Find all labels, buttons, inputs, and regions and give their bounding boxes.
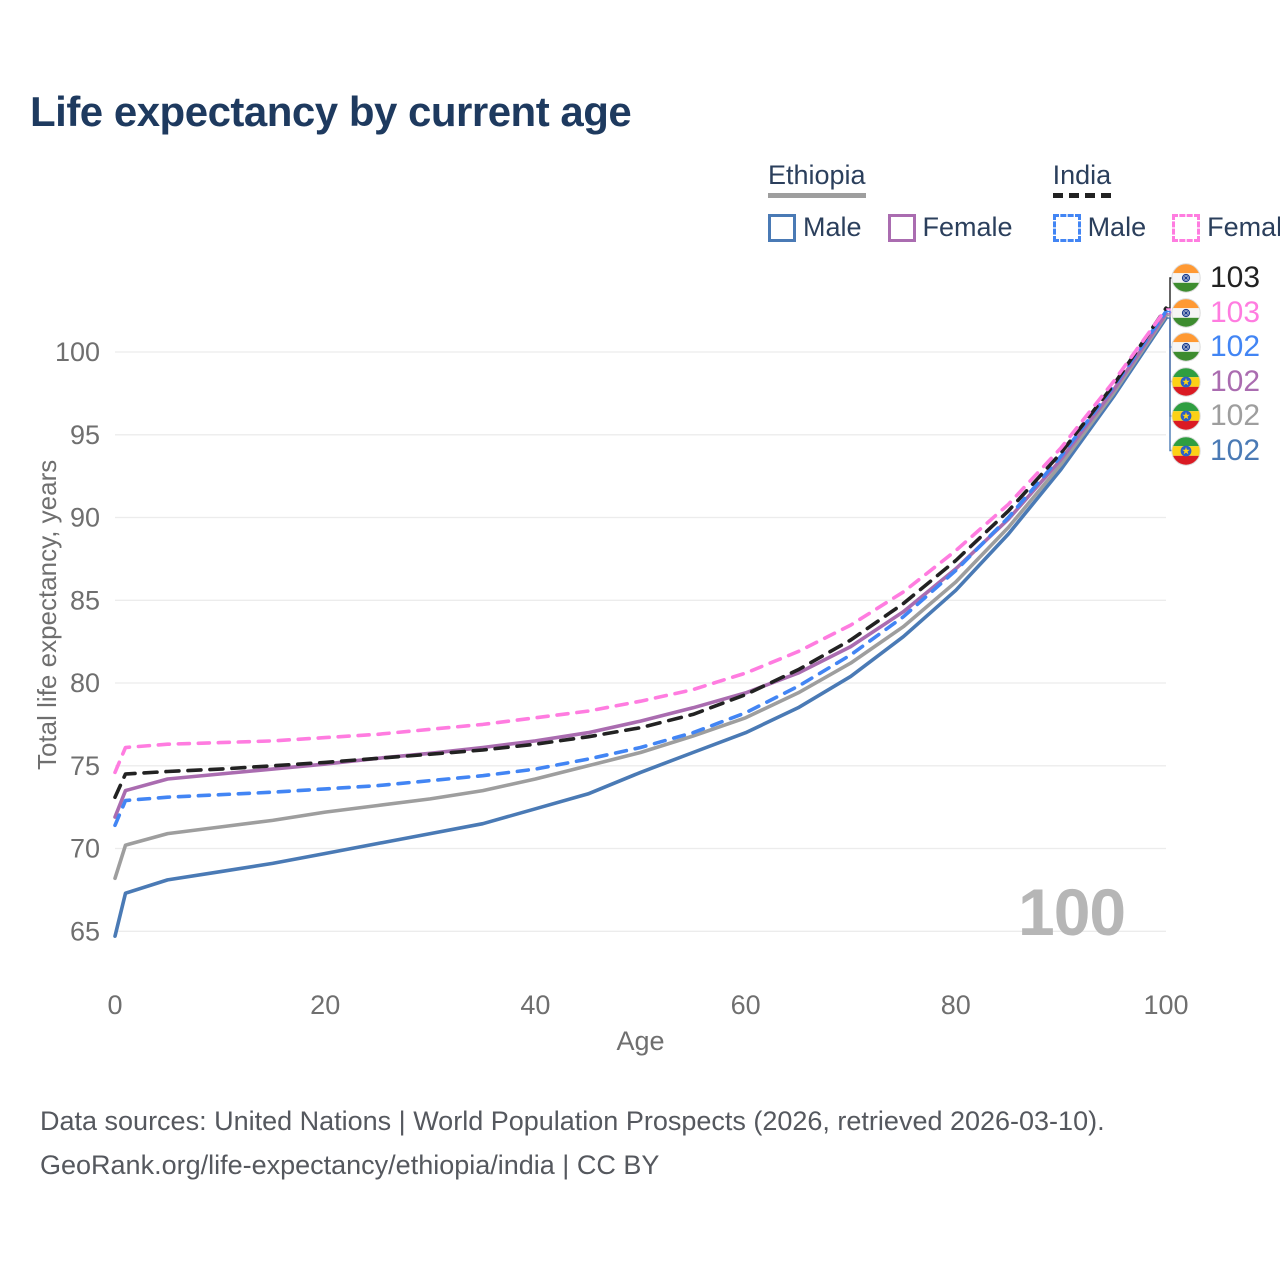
age-counter-watermark: 100 — [1018, 875, 1126, 949]
india-male-swatch-icon — [1052, 213, 1081, 242]
x-tick-60: 60 — [731, 990, 761, 1020]
axis-tick-labels: 65 70 75 80 85 90 95 100 0 20 40 60 80 100 — [55, 337, 1189, 1020]
series-line-india-male[interactable] — [113, 309, 1168, 828]
end-label-ethiopia-male: 102 — [1171, 433, 1261, 467]
y-tick-85: 85 — [70, 585, 100, 615]
x-tick-80: 80 — [941, 990, 971, 1020]
ethiopia-flag-icon — [1171, 401, 1201, 431]
india-flag-icon — [1171, 332, 1201, 362]
y-tick-70: 70 — [70, 834, 100, 864]
legend-header-ethiopia-label: Ethiopia — [768, 160, 866, 190]
end-label-value: 102 — [1210, 433, 1261, 467]
end-label-value: 102 — [1210, 364, 1261, 398]
legend-item-ethiopia-male[interactable]: Male — [768, 212, 862, 243]
footer: Data sources: United Nations | World Pop… — [40, 1106, 1105, 1194]
legend-group-india: India Male Female — [1052, 160, 1280, 243]
legend-item-ethiopia-female[interactable]: Female — [887, 212, 1013, 243]
legend-item-label: Male — [1087, 212, 1147, 242]
end-label-ethiopia-female: 102 — [1171, 364, 1261, 398]
legend-header-ethiopia[interactable]: Ethiopia — [768, 160, 866, 203]
legend-item-label: Female — [922, 212, 1013, 242]
page-title: Life expectancy by current age — [30, 88, 632, 135]
ethiopia-line-style-sample — [768, 193, 866, 198]
end-label-ethiopia-total: 102 — [1171, 401, 1260, 431]
end-label-value: 103 — [1210, 261, 1261, 294]
end-label-value: 103 — [1210, 295, 1261, 329]
y-tick-65: 65 — [70, 916, 100, 946]
legend-group-ethiopia: Ethiopia Male Female — [768, 160, 1013, 243]
series-line-india-total[interactable] — [113, 306, 1168, 799]
y-tick-75: 75 — [70, 751, 100, 781]
legend-item-india-female[interactable]: Female — [1172, 212, 1280, 243]
series-line-india-female[interactable] — [113, 307, 1168, 775]
x-tick-40: 40 — [520, 990, 550, 1020]
ethiopia-female-swatch-icon — [887, 213, 916, 242]
legend-header-india-label: India — [1052, 160, 1112, 190]
end-label-value: 102 — [1210, 399, 1261, 432]
india-female-swatch-icon — [1172, 213, 1201, 242]
legend-header-india[interactable]: India — [1052, 160, 1112, 203]
y-tick-95: 95 — [70, 420, 100, 450]
india-flag-icon — [1171, 263, 1201, 293]
india-flag-icon — [1171, 297, 1201, 328]
legend-item-label: Male — [803, 212, 862, 242]
x-tick-0: 0 — [107, 990, 122, 1020]
legend-item-india-male[interactable]: Male — [1052, 212, 1147, 243]
chart-legend: Ethiopia Male Female India Male — [768, 160, 1280, 243]
y-tick-100: 100 — [55, 337, 100, 367]
series-line-ethiopia-male[interactable] — [113, 316, 1168, 938]
x-tick-100: 100 — [1143, 990, 1188, 1020]
x-axis-title: Age — [616, 1026, 665, 1056]
x-tick-20: 20 — [310, 990, 340, 1020]
series-line-ethiopia-total[interactable] — [113, 313, 1168, 881]
ethiopia-flag-icon — [1171, 435, 1201, 466]
series-line-ethiopia-female[interactable] — [113, 312, 1168, 819]
y-tick-80: 80 — [70, 668, 100, 698]
india-line-style-sample — [1052, 193, 1112, 198]
end-label-india-total: 103 — [1171, 263, 1260, 293]
end-label-india-male: 102 — [1171, 332, 1260, 362]
footer-attribution: GeoRank.org/life-expectancy/ethiopia/ind… — [40, 1150, 660, 1180]
gridlines — [115, 351, 1166, 932]
series-lines — [113, 306, 1168, 938]
end-label-india-female: 103 — [1171, 295, 1261, 329]
footer-data-sources: Data sources: United Nations | World Pop… — [40, 1106, 1105, 1136]
ethiopia-flag-icon — [1171, 366, 1201, 397]
y-tick-90: 90 — [70, 503, 100, 533]
end-label-value: 102 — [1210, 330, 1261, 363]
legend-item-label: Female — [1207, 212, 1280, 242]
ethiopia-male-swatch-icon — [768, 213, 796, 242]
y-axis-title: Total life expectancy, years — [32, 459, 62, 770]
